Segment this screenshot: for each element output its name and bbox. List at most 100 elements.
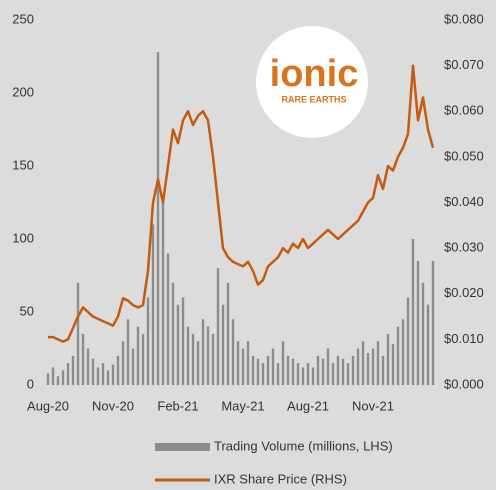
- volume-bar: [281, 341, 285, 385]
- y-tick-label: 0: [27, 376, 34, 391]
- volume-bar: [121, 341, 125, 385]
- volume-bar: [241, 348, 245, 385]
- volume-bar: [166, 253, 170, 385]
- volume-bar: [261, 363, 265, 385]
- legend-label: IXR Share Price (RHS): [214, 471, 347, 486]
- y-tick-label: 250: [12, 11, 34, 26]
- volume-bar: [116, 355, 120, 385]
- volume-bar: [146, 297, 150, 385]
- y2-tick-label: $0.080: [444, 11, 484, 26]
- volume-bar: [271, 348, 275, 385]
- y2-tick-label: $0.000: [444, 376, 484, 391]
- volume-bar: [431, 260, 435, 385]
- volume-bar: [76, 282, 80, 385]
- volume-bar: [191, 333, 195, 385]
- x-tick-label: Nov-20: [92, 398, 134, 413]
- volume-bar: [226, 282, 230, 385]
- volume-bar: [291, 358, 295, 385]
- volume-bar: [406, 297, 410, 385]
- x-tick-label: Aug-21: [287, 398, 329, 413]
- volume-bar: [411, 239, 415, 385]
- y-tick-label: 100: [12, 230, 34, 245]
- x-tick-label: Nov-21: [352, 398, 394, 413]
- y2-tick-label: $0.060: [444, 103, 484, 118]
- volume-bar: [211, 333, 215, 385]
- volume-bar: [326, 348, 330, 385]
- volume-bar: [296, 363, 300, 385]
- volume-bar: [331, 363, 335, 385]
- volume-bar: [206, 326, 210, 385]
- volume-bar: [126, 319, 130, 385]
- volume-bar: [421, 282, 425, 385]
- y2-tick-label: $0.040: [444, 194, 484, 209]
- volume-bar: [106, 370, 110, 385]
- volume-bar: [301, 367, 305, 385]
- y2-tick-label: $0.010: [444, 331, 484, 346]
- volume-bar: [101, 363, 105, 385]
- volume-bar: [171, 282, 175, 385]
- volume-bar: [256, 358, 260, 385]
- y2-tick-label: $0.050: [444, 148, 484, 163]
- volume-bar: [81, 333, 85, 385]
- x-tick-label: Aug-20: [27, 398, 69, 413]
- y2-tick-label: $0.070: [444, 57, 484, 72]
- y2-tick-label: $0.030: [444, 240, 484, 255]
- volume-bar: [356, 348, 360, 385]
- volume-bar: [71, 355, 75, 385]
- legend-swatch: [155, 443, 210, 451]
- volume-bar: [426, 304, 430, 385]
- volume-bar: [316, 355, 320, 385]
- volume-bar: [201, 319, 205, 385]
- volume-bar: [136, 326, 140, 385]
- volume-bar: [51, 367, 55, 385]
- y-tick-label: 200: [12, 84, 34, 99]
- volume-bar: [56, 376, 60, 385]
- volume-bar: [176, 304, 180, 385]
- volume-bar: [111, 364, 115, 385]
- volume-bar: [66, 363, 70, 385]
- volume-bar: [236, 341, 240, 385]
- volume-bar: [196, 341, 200, 385]
- volume-bar: [141, 333, 145, 385]
- x-tick-label: May-21: [221, 398, 264, 413]
- volume-bar: [351, 355, 355, 385]
- volume-bar: [286, 355, 290, 385]
- volume-bar: [276, 363, 280, 385]
- volume-bar: [91, 358, 95, 385]
- volume-bar: [181, 297, 185, 385]
- volume-bar: [151, 224, 155, 385]
- logo-name: ionic: [270, 53, 359, 95]
- volume-bar: [371, 348, 375, 385]
- y-tick-label: 150: [12, 157, 34, 172]
- volume-bar: [96, 367, 100, 385]
- volume-bar: [346, 363, 350, 385]
- volume-bar: [416, 260, 420, 385]
- volume-bar: [251, 355, 255, 385]
- volume-bar: [156, 52, 160, 386]
- volume-bar: [131, 348, 135, 385]
- volume-bar: [46, 373, 50, 385]
- volume-bar: [366, 352, 370, 385]
- x-tick-label: Feb-21: [157, 398, 198, 413]
- volume-bar: [341, 358, 345, 385]
- volume-bar: [246, 341, 250, 385]
- volume-bar: [266, 355, 270, 385]
- volume-bar: [381, 355, 385, 385]
- y2-tick-label: $0.020: [444, 285, 484, 300]
- volume-bar: [361, 341, 365, 385]
- volume-bar: [396, 326, 400, 385]
- volume-bar: [386, 333, 390, 385]
- volume-bar: [306, 363, 310, 385]
- volume-bar: [86, 348, 90, 385]
- volume-bar: [231, 319, 235, 385]
- volume-bar: [186, 326, 190, 385]
- volume-bar: [221, 304, 225, 385]
- legend-label: Trading Volume (millions, LHS): [214, 438, 393, 453]
- volume-bar: [321, 358, 325, 385]
- logo-badge: [256, 26, 368, 138]
- price-line: [48, 64, 435, 343]
- volume-bar: [161, 195, 165, 385]
- volume-bar: [336, 355, 340, 385]
